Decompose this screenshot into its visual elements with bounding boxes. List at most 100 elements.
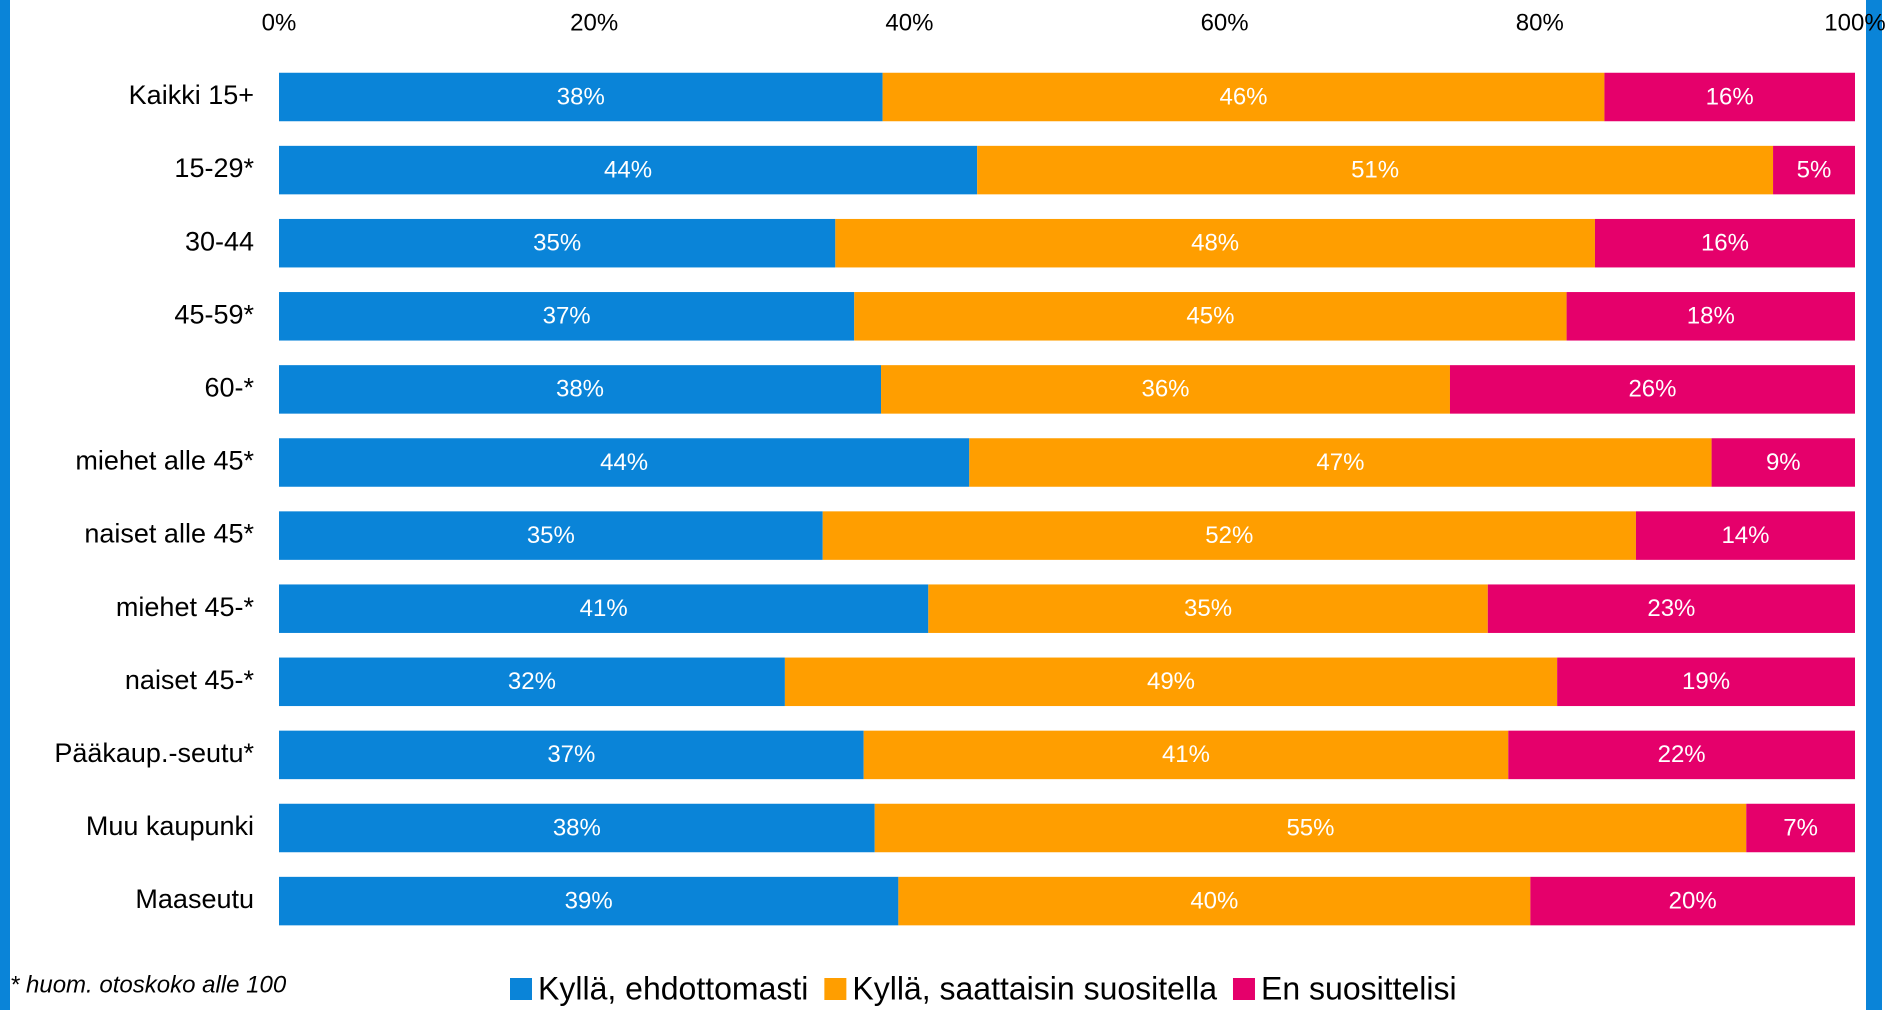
data-label: 35% [533,230,581,257]
bar-segment [1635,511,1855,560]
legend-label: Kyllä, saattaisin suositella [852,970,1217,1006]
category-label: Muu kaupunki [86,811,254,841]
bar-segment [822,511,1636,560]
data-label: 5% [1797,156,1832,183]
x-tick-label: 100% [1824,9,1885,36]
data-label: 14% [1721,522,1769,549]
legend-swatch [824,978,847,1000]
bar-segment [1508,730,1855,780]
legend-swatch [1232,978,1255,1000]
data-label: 19% [1682,668,1730,695]
bar-segment [279,438,970,487]
category-label: 45-59* [174,299,254,329]
data-label: 18% [1687,303,1735,330]
data-label: 45% [1186,303,1234,330]
bar-segment [1557,657,1855,707]
data-label: 41% [1162,741,1210,768]
bar-segment [977,145,1774,195]
bar-segment [898,876,1531,926]
data-label: 23% [1647,595,1695,622]
x-tick-label: 40% [885,9,933,36]
data-label: 44% [604,156,652,183]
bar-segment [881,365,1450,414]
bar-segment [1449,365,1855,414]
data-label: 22% [1658,741,1706,768]
data-label: 38% [556,376,604,403]
data-label: 40% [1190,887,1238,914]
bar-segment [882,72,1605,122]
bar-segment [1530,876,1855,926]
bar-segment [928,584,1488,633]
x-tick-label: 20% [570,9,618,36]
bar-segment [874,803,1747,853]
data-label: 9% [1766,449,1801,476]
category-label: miehet alle 45* [75,446,254,476]
bar-segment [863,730,1509,780]
bar-segment [854,292,1567,341]
bar-segment [279,72,883,122]
data-label: 36% [1141,376,1189,403]
data-label: 52% [1205,522,1253,549]
bar-segment [279,803,875,853]
category-label: 30-44 [185,226,254,256]
bar-segment [279,730,864,780]
bar-segment [784,657,1558,707]
data-label: 7% [1783,814,1818,841]
data-label: 38% [557,83,605,110]
data-label: 37% [543,303,591,330]
data-label: 26% [1628,376,1676,403]
frame-edge [1866,0,1882,1010]
bar-segment [1487,584,1855,633]
data-label: 35% [1184,595,1232,622]
category-label: 60-* [204,373,254,403]
bar-segment [969,438,1712,487]
data-label: 47% [1316,449,1364,476]
legend-swatch [510,978,532,1000]
legend-label: Kyllä, ehdottomasti [538,970,808,1006]
bar-segment [1566,292,1855,341]
bar-segment [279,511,823,560]
category-label: Pääkaup.-seutu* [54,738,254,768]
bar-segment [279,657,785,707]
data-label: 37% [547,741,595,768]
data-label: 35% [527,522,575,549]
bar-segment [1746,803,1855,853]
data-label: 39% [565,887,613,914]
category-label: 15-29* [174,153,254,183]
x-tick-label: 0% [262,9,297,36]
data-label: 49% [1147,668,1195,695]
data-label: 16% [1701,230,1749,257]
footnote: * huom. otoskoko alle 100 [10,971,287,998]
data-label: 20% [1669,887,1717,914]
bar-segment [279,218,836,268]
data-label: 44% [600,449,648,476]
data-label: 16% [1706,83,1754,110]
legend-label: En suosittelisi [1261,970,1457,1006]
x-tick-label: 80% [1516,9,1564,36]
bar-segment [279,876,899,926]
category-label: naiset 45-* [125,665,255,695]
category-label: Maaseutu [135,884,254,914]
bar-segment [279,365,882,414]
data-label: 38% [553,814,601,841]
frame-edge [0,0,10,1010]
data-label: 32% [508,668,556,695]
data-label: 48% [1191,230,1239,257]
data-label: 41% [580,595,628,622]
category-label: naiset alle 45* [84,519,254,549]
bar-segment [1604,72,1855,122]
data-label: 55% [1286,814,1334,841]
bar-segment [279,584,929,633]
data-label: 46% [1219,83,1267,110]
category-label: miehet 45-* [116,592,255,622]
x-tick-label: 60% [1201,9,1249,36]
bar-segment [1711,438,1855,487]
bar-segment [1773,145,1855,195]
bar-segment [279,145,978,195]
bar-segment [279,292,855,341]
category-label: Kaikki 15+ [129,80,254,110]
bar-segment [1594,218,1855,268]
bar-segment [835,218,1595,268]
data-label: 51% [1351,156,1399,183]
